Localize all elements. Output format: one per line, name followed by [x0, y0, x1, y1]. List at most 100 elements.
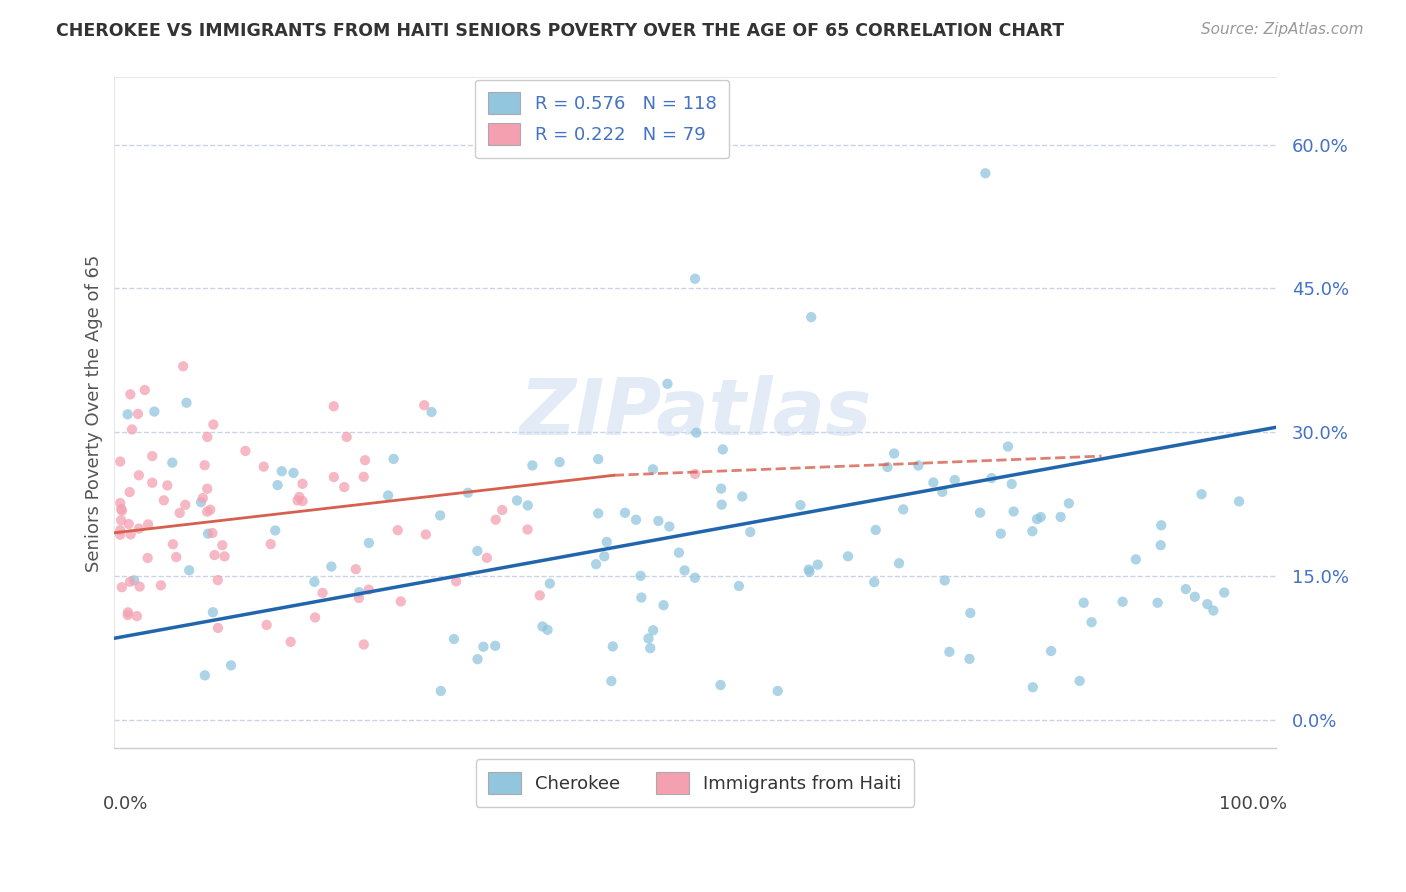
Point: [586, 507, 609, 521]
Point: [630, 569, 652, 583]
Point: [969, 506, 991, 520]
Point: [657, 376, 679, 391]
Point: [270, 464, 292, 478]
Point: [134, 383, 156, 397]
Point: [162, 537, 184, 551]
Point: [153, 493, 176, 508]
Point: [1125, 552, 1147, 566]
Point: [117, 607, 139, 622]
Point: [176, 395, 198, 409]
Point: [353, 637, 375, 651]
Point: [1184, 590, 1206, 604]
Point: [322, 399, 344, 413]
Point: [190, 495, 212, 509]
Point: [415, 527, 437, 541]
Point: [110, 454, 132, 468]
Point: [647, 514, 669, 528]
Point: [922, 475, 945, 490]
Point: [1073, 596, 1095, 610]
Point: [536, 623, 558, 637]
Point: [377, 488, 399, 502]
Point: [200, 502, 222, 516]
Point: [1111, 595, 1133, 609]
Point: [387, 523, 409, 537]
Point: [728, 579, 751, 593]
Point: [1174, 582, 1197, 596]
Point: [266, 478, 288, 492]
Point: [287, 493, 309, 508]
Point: [214, 549, 236, 564]
Point: [143, 404, 166, 418]
Point: [624, 513, 647, 527]
Point: [491, 503, 513, 517]
Point: [516, 523, 538, 537]
Point: [429, 684, 451, 698]
Point: [121, 422, 143, 436]
Text: 0.0%: 0.0%: [103, 796, 148, 814]
Point: [110, 528, 132, 542]
Point: [353, 470, 375, 484]
Point: [322, 470, 344, 484]
Point: [344, 562, 367, 576]
Point: [280, 635, 302, 649]
Point: [204, 548, 226, 562]
Text: Source: ZipAtlas.com: Source: ZipAtlas.com: [1201, 22, 1364, 37]
Point: [876, 459, 898, 474]
Point: [311, 586, 333, 600]
Point: [128, 522, 150, 536]
Point: [586, 452, 609, 467]
Point: [710, 498, 733, 512]
Point: [354, 453, 377, 467]
Point: [141, 475, 163, 490]
Point: [256, 618, 278, 632]
Point: [637, 632, 659, 646]
Point: [347, 591, 370, 605]
Point: [291, 476, 314, 491]
Point: [201, 526, 224, 541]
Point: [484, 639, 506, 653]
Point: [1080, 615, 1102, 630]
Point: [169, 506, 191, 520]
Point: [863, 575, 886, 590]
Point: [630, 591, 652, 605]
Point: [959, 606, 981, 620]
Point: [207, 573, 229, 587]
Point: [643, 624, 665, 638]
Point: [122, 574, 145, 588]
Point: [529, 588, 551, 602]
Point: [887, 556, 910, 570]
Point: [1213, 585, 1236, 599]
Point: [516, 499, 538, 513]
Point: [891, 502, 914, 516]
Point: [202, 417, 225, 432]
Point: [1022, 680, 1045, 694]
Point: [1150, 518, 1173, 533]
Point: [141, 449, 163, 463]
Point: [120, 527, 142, 541]
Point: [128, 580, 150, 594]
Point: [118, 574, 141, 589]
Point: [127, 407, 149, 421]
Point: [467, 544, 489, 558]
Point: [443, 632, 465, 646]
Point: [1049, 510, 1071, 524]
Point: [710, 482, 733, 496]
Point: [668, 546, 690, 560]
Point: [1057, 496, 1080, 510]
Point: [110, 523, 132, 537]
Legend: Cherokee, Immigrants from Haiti: Cherokee, Immigrants from Haiti: [475, 759, 914, 806]
Point: [429, 508, 451, 523]
Point: [288, 490, 311, 504]
Point: [1197, 597, 1219, 611]
Point: [420, 405, 443, 419]
Point: [195, 430, 218, 444]
Point: [931, 484, 953, 499]
Point: [110, 496, 132, 510]
Point: [837, 549, 859, 564]
Point: [652, 598, 675, 612]
Point: [980, 471, 1002, 485]
Point: [117, 407, 139, 421]
Text: ZIPatlas: ZIPatlas: [519, 375, 872, 451]
Point: [149, 578, 172, 592]
Point: [1040, 644, 1063, 658]
